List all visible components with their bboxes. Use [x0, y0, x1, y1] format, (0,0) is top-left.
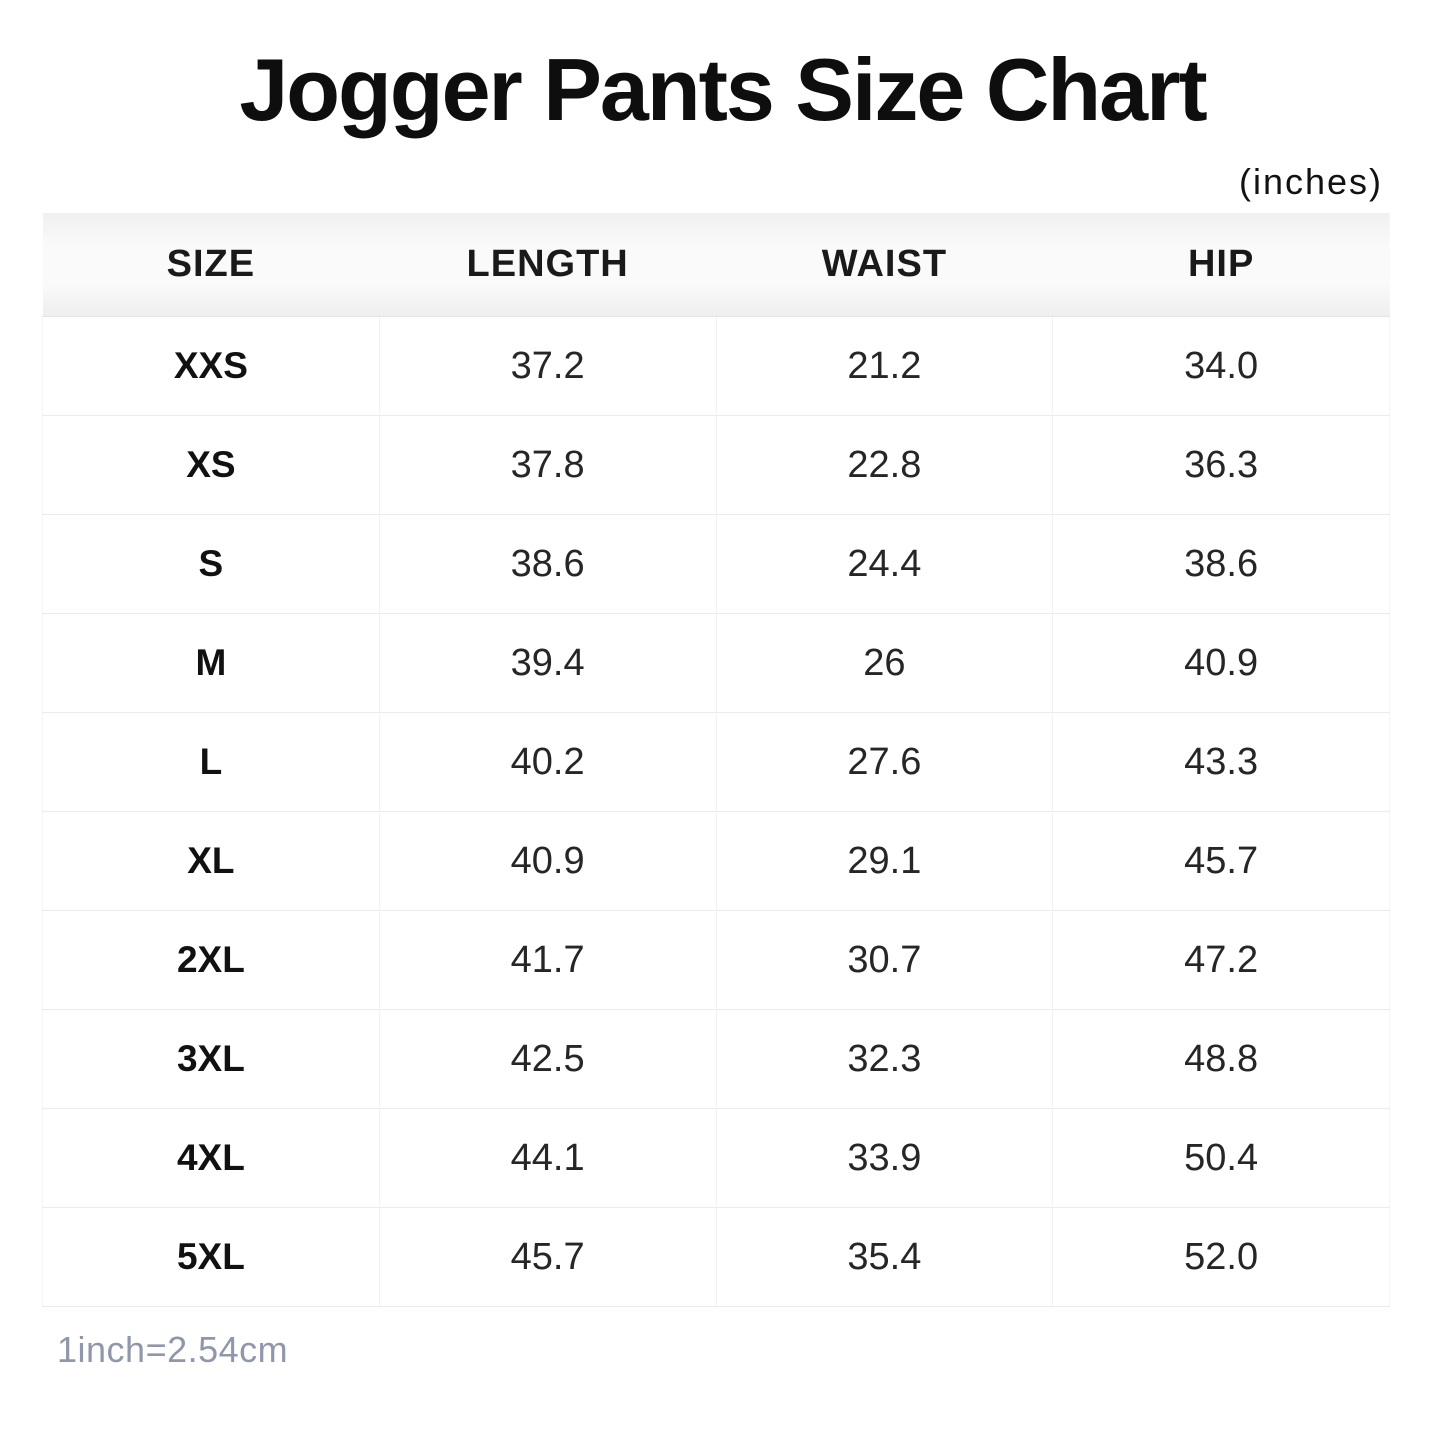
table-row-s: S 38.6 24.4 38.6	[42, 514, 1390, 614]
table-row-5xl: 5XL 45.7 35.4 52.0	[42, 1207, 1390, 1307]
length-cell: 40.9	[378, 811, 716, 911]
size-cell: 3XL	[176, 1038, 245, 1080]
waist-cell: 26	[715, 613, 1053, 713]
length-cell: 44.1	[378, 1108, 716, 1208]
table-row-xxs: XXS 37.2 21.2 34.0	[42, 316, 1390, 416]
unit-label: (inches)	[1238, 160, 1383, 202]
size-cell: S	[198, 543, 224, 585]
size-cell: M	[195, 642, 227, 684]
length-cell: 41.7	[378, 910, 716, 1010]
size-cell: 2XL	[176, 939, 245, 981]
waist-cell: 22.8	[715, 415, 1053, 515]
table-row-2xl: 2XL 41.7 30.7 47.2	[42, 910, 1390, 1010]
length-cell: 40.2	[378, 712, 716, 812]
size-cell: XS	[186, 444, 236, 486]
col-header-waist: WAIST	[716, 212, 1053, 318]
hip-cell: 47.2	[1052, 910, 1390, 1010]
size-chart-table: SIZE LENGTH WAIST HIP XXS 37.2 21.2 34.0…	[42, 212, 1390, 1308]
waist-cell: 30.7	[715, 910, 1053, 1010]
hip-cell: 34.0	[1052, 316, 1390, 416]
table-header: SIZE LENGTH WAIST HIP	[42, 212, 1390, 318]
waist-cell: 21.2	[715, 316, 1053, 416]
waist-cell: 32.3	[715, 1009, 1053, 1109]
length-cell: 42.5	[378, 1009, 716, 1109]
length-cell: 37.2	[378, 316, 716, 416]
unit-conversion-note: 1inch=2.54cm	[57, 1329, 289, 1371]
table-row-xl: XL 40.9 29.1 45.7	[42, 811, 1390, 911]
size-cell: XXS	[173, 345, 248, 387]
length-cell: 38.6	[378, 514, 716, 614]
length-cell: 37.8	[378, 415, 716, 515]
hip-cell: 40.9	[1052, 613, 1390, 713]
table-row-4xl: 4XL 44.1 33.9 50.4	[42, 1108, 1390, 1208]
waist-cell: 27.6	[715, 712, 1053, 812]
hip-cell: 52.0	[1052, 1207, 1390, 1307]
size-cell: XL	[187, 840, 235, 882]
col-header-length: LENGTH	[379, 212, 716, 318]
length-cell: 45.7	[378, 1207, 716, 1307]
hip-cell: 36.3	[1052, 415, 1390, 515]
size-cell: 4XL	[176, 1137, 245, 1179]
length-cell: 39.4	[378, 613, 716, 713]
size-cell: 5XL	[176, 1236, 245, 1278]
waist-cell: 29.1	[715, 811, 1053, 911]
hip-cell: 38.6	[1052, 514, 1390, 614]
col-header-hip: HIP	[1052, 212, 1390, 318]
hip-cell: 45.7	[1052, 811, 1390, 911]
table-row-xs: XS 37.8 22.8 36.3	[42, 415, 1390, 515]
hip-cell: 43.3	[1052, 712, 1390, 812]
page-title: Jogger Pants Size Chart	[239, 40, 1207, 139]
waist-cell: 33.9	[715, 1108, 1053, 1208]
table-row-m: M 39.4 26 40.9	[42, 613, 1390, 713]
table-header-row: SIZE LENGTH WAIST HIP	[42, 212, 1390, 318]
waist-cell: 24.4	[715, 514, 1053, 614]
waist-cell: 35.4	[715, 1207, 1053, 1307]
table-row-l: L 40.2 27.6 43.3	[42, 712, 1390, 812]
size-cell: L	[199, 741, 223, 783]
table-row-3xl: 3XL 42.5 32.3 48.8	[42, 1009, 1390, 1109]
hip-cell: 50.4	[1052, 1108, 1390, 1208]
table-body: XXS 37.2 21.2 34.0 XS 37.8 22.8 36.3 S 3…	[42, 316, 1390, 1307]
col-header-size: SIZE	[42, 212, 380, 318]
hip-cell: 48.8	[1052, 1009, 1390, 1109]
